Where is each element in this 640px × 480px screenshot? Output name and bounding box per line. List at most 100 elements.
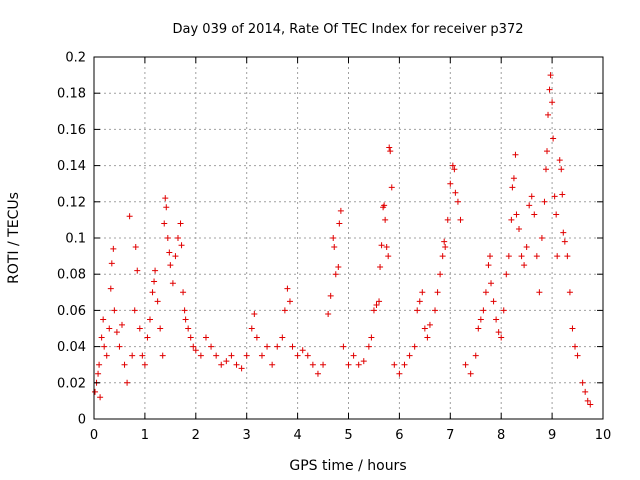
- data-point: [228, 352, 235, 359]
- data-point: [174, 235, 181, 241]
- data-point: [327, 292, 334, 299]
- data-point: [373, 301, 380, 308]
- x-tick-label: 10: [595, 428, 612, 443]
- y-tick-label: 0.04: [57, 340, 86, 355]
- y-tick-label: 0.14: [57, 159, 86, 174]
- data-point: [340, 343, 347, 350]
- data-point: [493, 316, 500, 323]
- x-tick-label: 2: [192, 428, 200, 443]
- data-point: [411, 343, 418, 350]
- data-point: [383, 244, 390, 251]
- data-point: [98, 334, 105, 341]
- x-tick-label: 9: [548, 428, 556, 443]
- data-point: [385, 253, 392, 260]
- data-point: [439, 253, 446, 260]
- data-point: [441, 238, 448, 245]
- data-point: [509, 184, 516, 191]
- data-point: [144, 334, 151, 341]
- data-point: [92, 388, 99, 395]
- data-point: [444, 216, 451, 223]
- data-point: [419, 289, 426, 296]
- data-point: [531, 211, 538, 218]
- data-point: [462, 361, 469, 368]
- data-point: [192, 347, 199, 354]
- data-point: [572, 343, 579, 350]
- data-point: [368, 334, 375, 341]
- y-tick-labels: 0 0.02 0.04 0.06 0.08 0.1 0.12 0.14 0.16 0.18 0.2: [57, 51, 86, 428]
- data-point: [406, 352, 413, 359]
- data-point: [213, 352, 220, 359]
- data-point: [161, 220, 168, 227]
- y-tick-label: 0.2: [65, 51, 86, 66]
- data-point: [437, 271, 444, 278]
- data-point: [332, 271, 339, 278]
- data-point: [151, 278, 158, 285]
- data-point: [391, 361, 398, 368]
- data-point: [113, 329, 120, 336]
- data-point: [258, 352, 265, 359]
- data-point: [134, 267, 141, 274]
- y-tick-label: 0.16: [57, 123, 86, 138]
- data-point: [550, 135, 557, 142]
- data-point: [167, 262, 174, 269]
- data-point: [467, 370, 474, 377]
- data-point: [510, 175, 517, 182]
- axis-ticks: [93, 56, 604, 420]
- y-tick-label: 0.06: [57, 304, 86, 319]
- data-point: [480, 307, 487, 314]
- data-point: [482, 289, 489, 296]
- data-point: [304, 352, 311, 359]
- data-point: [251, 311, 258, 318]
- data-point: [382, 216, 389, 223]
- data-point: [558, 166, 565, 173]
- data-point: [152, 267, 159, 274]
- data-point: [365, 343, 372, 350]
- data-point: [414, 307, 421, 314]
- data-point: [284, 285, 291, 292]
- data-point: [488, 280, 495, 287]
- data-point: [451, 166, 458, 173]
- grid: [94, 57, 603, 419]
- data-point: [279, 334, 286, 341]
- x-axis-label: GPS time / hours: [289, 458, 406, 474]
- x-tick-labels: 0 1 2 3 4 5 6 7 8 9 10: [90, 428, 611, 443]
- data-point: [274, 343, 281, 350]
- data-point: [208, 343, 215, 350]
- data-point: [336, 220, 343, 227]
- data-point: [503, 271, 510, 278]
- data-point: [164, 235, 171, 241]
- data-point: [556, 157, 563, 164]
- data-point: [538, 235, 545, 241]
- data-point: [320, 361, 327, 368]
- data-point: [475, 325, 482, 332]
- x-tick-label: 0: [90, 428, 98, 443]
- data-point: [309, 361, 316, 368]
- data-point: [401, 361, 408, 368]
- data-point: [97, 394, 104, 401]
- data-point: [355, 361, 362, 368]
- data-point: [181, 307, 188, 314]
- y-tick-label: 0.12: [57, 195, 86, 210]
- data-point: [96, 361, 103, 368]
- data-point: [498, 334, 505, 341]
- data-point: [121, 361, 128, 368]
- data-point: [505, 253, 512, 260]
- data-point: [381, 202, 388, 209]
- data-point: [116, 343, 123, 350]
- data-point: [177, 220, 184, 227]
- data-point: [103, 352, 110, 359]
- data-point: [286, 298, 293, 305]
- data-point: [190, 343, 197, 350]
- data-point: [442, 244, 449, 251]
- data-point: [218, 361, 225, 368]
- data-point: [325, 311, 332, 318]
- data-point: [377, 263, 384, 270]
- data-point: [424, 334, 431, 341]
- data-point: [107, 285, 114, 292]
- data-point: [477, 316, 484, 323]
- data-point: [314, 370, 321, 377]
- y-tick-label: 0.18: [57, 87, 86, 102]
- chart-title: Day 039 of 2014, Rate Of TEC Index for r…: [173, 22, 524, 37]
- data-point: [180, 289, 187, 296]
